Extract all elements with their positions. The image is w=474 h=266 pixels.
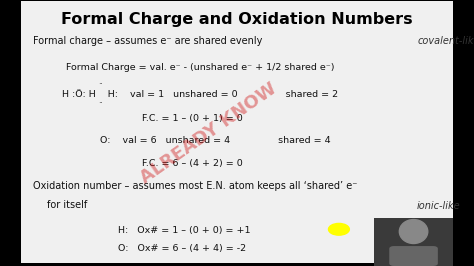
Ellipse shape <box>399 219 428 243</box>
Text: covalent-like: covalent-like <box>417 36 474 46</box>
Bar <box>374 218 453 266</box>
Text: O:    val = 6   unshared = 4                shared = 4: O: val = 6 unshared = 4 shared = 4 <box>100 136 330 146</box>
Text: O:   Ox# = 6 – (4 + 4) = -2: O: Ox# = 6 – (4 + 4) = -2 <box>118 244 246 253</box>
Text: Formal Charge = val. e⁻ - (unshared e⁻ + 1/2 shared e⁻): Formal Charge = val. e⁻ - (unshared e⁻ +… <box>66 63 335 72</box>
Text: ··: ·· <box>99 99 103 109</box>
Text: Formal charge – assumes e⁻ are shared evenly: Formal charge – assumes e⁻ are shared ev… <box>33 36 263 46</box>
Text: ionic-like: ionic-like <box>417 201 461 211</box>
Text: ··: ·· <box>99 80 103 89</box>
Text: H:   Ox# = 1 – (0 + 0) = +1: H: Ox# = 1 – (0 + 0) = +1 <box>118 226 251 235</box>
Text: H :Ö: H    H:    val = 1   unshared = 0                shared = 2: H :Ö: H H: val = 1 unshared = 0 shared =… <box>62 90 338 99</box>
FancyBboxPatch shape <box>389 246 438 266</box>
Text: Oxidation number – assumes most E.N. atom keeps all ‘shared’ e⁻: Oxidation number – assumes most E.N. ato… <box>33 181 357 191</box>
Text: for itself: for itself <box>47 200 88 210</box>
Text: Formal Charge and Oxidation Numbers: Formal Charge and Oxidation Numbers <box>61 12 413 27</box>
Text: ALREADY KNOW: ALREADY KNOW <box>137 79 280 187</box>
Text: F.C. = 6 – (4 + 2) = 0: F.C. = 6 – (4 + 2) = 0 <box>142 159 243 168</box>
Circle shape <box>328 223 349 235</box>
Text: F.C. = 1 – (0 + 1) = 0: F.C. = 1 – (0 + 1) = 0 <box>142 114 243 123</box>
